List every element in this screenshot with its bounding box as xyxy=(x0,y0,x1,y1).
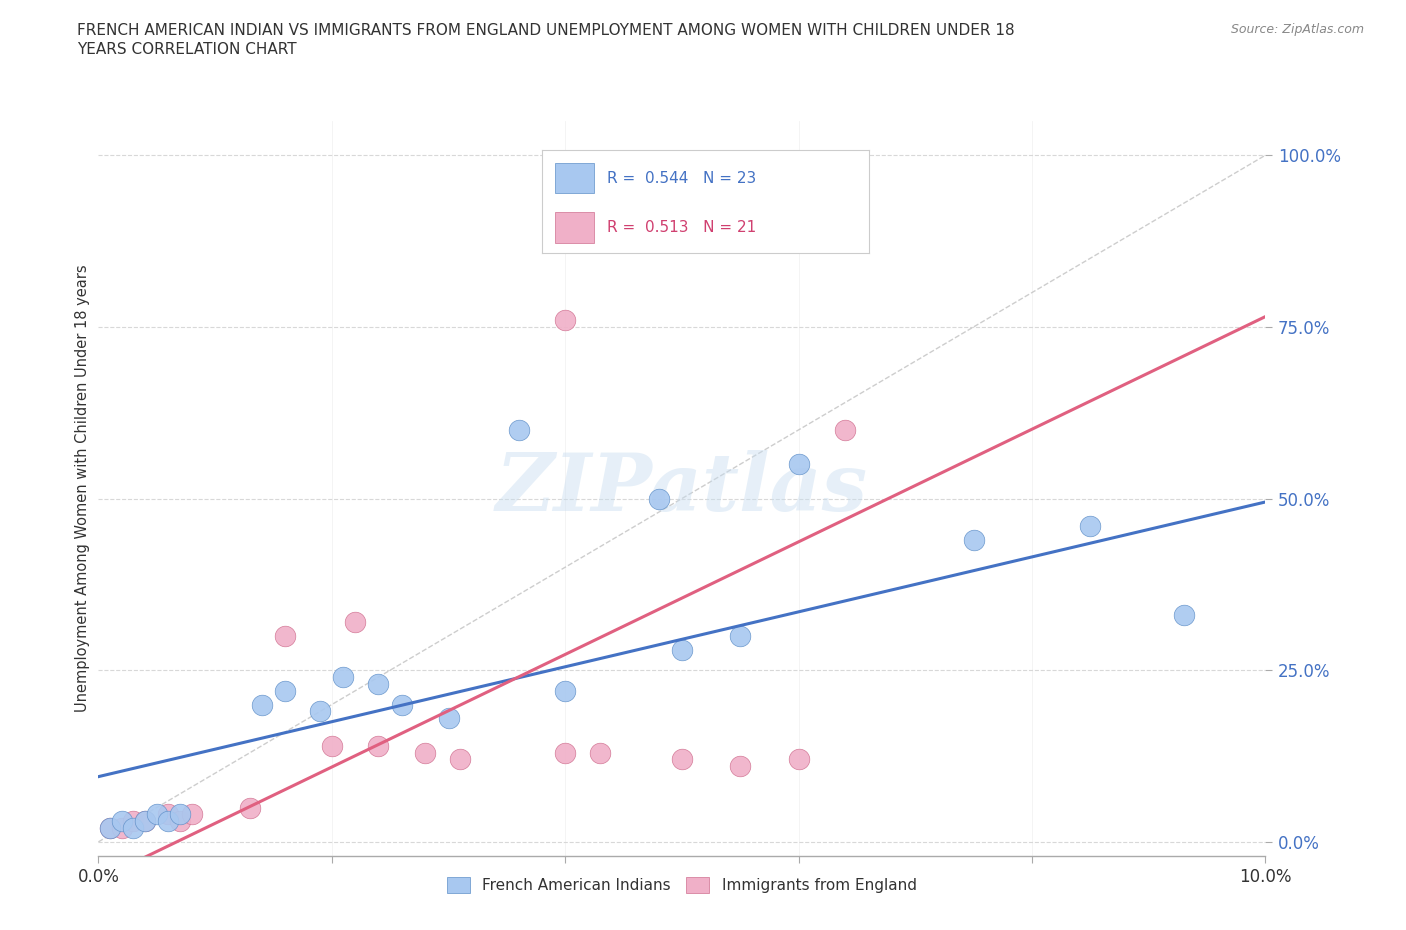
Point xyxy=(157,814,180,829)
Point xyxy=(508,422,530,437)
Y-axis label: Unemployment Among Women with Children Under 18 years: Unemployment Among Women with Children U… xyxy=(75,264,90,712)
Point xyxy=(367,738,389,753)
Text: YEARS CORRELATION CHART: YEARS CORRELATION CHART xyxy=(77,42,297,57)
Point xyxy=(554,312,576,327)
Point xyxy=(449,752,471,767)
Point xyxy=(274,629,297,644)
Point xyxy=(239,800,262,815)
Point xyxy=(730,629,752,644)
Point xyxy=(321,738,343,753)
Point xyxy=(122,814,145,829)
Point xyxy=(730,759,752,774)
Point xyxy=(671,643,693,658)
Point xyxy=(647,491,669,506)
Point xyxy=(1080,519,1102,534)
Point xyxy=(134,814,156,829)
Text: ZIPatlas: ZIPatlas xyxy=(496,449,868,527)
Point xyxy=(671,752,693,767)
Point xyxy=(834,422,856,437)
Point xyxy=(787,752,810,767)
Point xyxy=(180,807,202,822)
Point xyxy=(134,814,156,829)
Point xyxy=(787,457,810,472)
Point xyxy=(309,704,332,719)
Legend: French American Indians, Immigrants from England: French American Indians, Immigrants from… xyxy=(441,871,922,899)
Point xyxy=(169,807,191,822)
Point xyxy=(589,745,612,760)
Point xyxy=(169,814,191,829)
Point xyxy=(111,814,134,829)
Point xyxy=(157,807,180,822)
Point xyxy=(554,684,576,698)
Point xyxy=(146,807,169,822)
Text: FRENCH AMERICAN INDIAN VS IMMIGRANTS FROM ENGLAND UNEMPLOYMENT AMONG WOMEN WITH : FRENCH AMERICAN INDIAN VS IMMIGRANTS FRO… xyxy=(77,23,1015,38)
Point xyxy=(391,698,413,712)
Point xyxy=(274,684,297,698)
Point xyxy=(98,820,121,835)
Point xyxy=(962,532,984,547)
Point xyxy=(413,745,436,760)
Point xyxy=(111,820,134,835)
Point xyxy=(98,820,121,835)
Point xyxy=(332,670,354,684)
Point xyxy=(344,615,367,630)
Point xyxy=(437,711,460,725)
Point xyxy=(250,698,273,712)
Point xyxy=(554,745,576,760)
Point xyxy=(367,676,389,691)
Text: Source: ZipAtlas.com: Source: ZipAtlas.com xyxy=(1230,23,1364,36)
Point xyxy=(1173,608,1195,623)
Point xyxy=(122,820,145,835)
